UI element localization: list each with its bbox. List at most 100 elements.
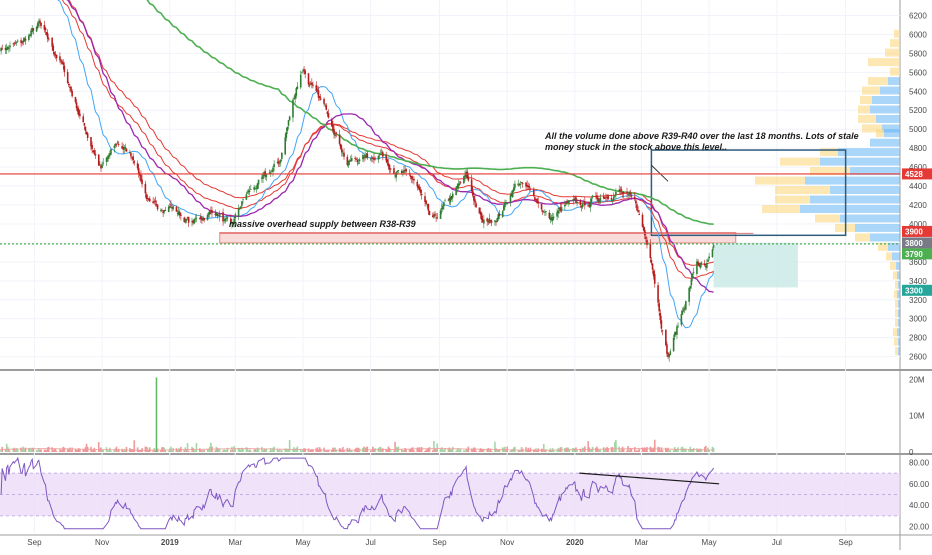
- volume-bar: [590, 449, 593, 452]
- volume-bar: [676, 449, 678, 452]
- candle-body: [178, 212, 181, 216]
- candle-body: [385, 154, 387, 161]
- volume-bar: [604, 449, 606, 452]
- volume-bar: [658, 447, 660, 452]
- vp-bar: [830, 186, 900, 195]
- candle-body: [60, 59, 62, 62]
- candle-body: [79, 113, 81, 117]
- candle-body: [48, 38, 50, 40]
- annotation-volume-line1: All the volume done above R39-R40 over t…: [544, 131, 859, 141]
- volume-bar: [402, 450, 404, 452]
- price-tag-label: 4528: [905, 170, 923, 179]
- candle-body: [481, 219, 484, 223]
- volume-bar: [178, 448, 181, 452]
- candle-body: [651, 263, 654, 270]
- vp-bar: [885, 48, 900, 57]
- candle-body: [131, 157, 133, 159]
- candle-body: [116, 142, 119, 144]
- candle-body: [550, 217, 553, 220]
- volume-bar: [354, 449, 356, 452]
- volume-bar: [653, 439, 656, 452]
- candle-body: [362, 155, 364, 160]
- volume-bar: [44, 449, 47, 452]
- candle-body: [335, 132, 338, 134]
- volume-bar: [20, 447, 22, 452]
- vp-bar: [882, 124, 900, 133]
- horizontal-lines: [0, 173, 900, 245]
- volume-bar: [598, 449, 601, 452]
- candle-body: [514, 183, 516, 188]
- vp-bar: [858, 114, 876, 123]
- candle-body: [316, 90, 319, 92]
- vp-bar: [897, 290, 900, 299]
- vp-bar: [762, 205, 800, 213]
- volume-bar: [380, 448, 383, 452]
- y-tick-label: 5800: [909, 49, 927, 58]
- volume-bar: [317, 449, 320, 452]
- price-tag: [902, 168, 932, 180]
- candle-body: [498, 213, 501, 217]
- candle-body: [211, 209, 213, 214]
- price-tag: [902, 248, 932, 260]
- candle-body: [708, 256, 710, 259]
- volume-bar: [226, 447, 229, 452]
- candle-body: [474, 199, 476, 203]
- candle-body: [402, 171, 404, 173]
- vp-bar: [895, 318, 898, 327]
- volume-bar: [137, 449, 140, 452]
- volume-bar: [382, 448, 384, 452]
- candle-body: [324, 103, 326, 105]
- candle-body: [535, 199, 537, 201]
- vp-bar: [862, 124, 882, 133]
- volume-bar: [363, 446, 365, 452]
- candle-body: [565, 202, 567, 205]
- candle-body: [285, 131, 288, 138]
- vp-bar: [895, 309, 898, 318]
- candle-body: [549, 216, 552, 220]
- candle-body: [350, 158, 353, 161]
- volume-bar: [605, 448, 607, 452]
- candle-body: [595, 195, 597, 197]
- candle-body: [566, 200, 568, 204]
- volume-bar: [372, 446, 374, 452]
- candle-body: [23, 38, 26, 42]
- candle-body: [217, 215, 220, 217]
- vp-bar: [870, 233, 900, 242]
- vp-bar: [890, 39, 900, 48]
- candle-body: [9, 45, 11, 48]
- volume-bar: [495, 448, 497, 452]
- volume-bar: [99, 448, 101, 452]
- volume-bar: [133, 440, 136, 452]
- candle-body: [529, 188, 532, 190]
- y-tick-label: 6200: [909, 11, 927, 20]
- candle-body: [156, 204, 159, 210]
- candle-body: [579, 200, 582, 206]
- candle-body: [51, 37, 53, 47]
- vp-bar: [876, 129, 884, 138]
- candle-body: [325, 105, 328, 110]
- candle-body: [483, 219, 485, 224]
- volume-bar: [450, 449, 453, 452]
- candle-body: [299, 74, 302, 88]
- volume-bar: [222, 450, 224, 452]
- vp-bar: [898, 347, 900, 356]
- candle-body: [396, 171, 399, 172]
- candle-body: [382, 152, 384, 157]
- volume-bar: [650, 447, 653, 452]
- candle-body: [308, 84, 311, 87]
- price-tag-label: 3900: [905, 227, 923, 236]
- volume-bar: [550, 450, 553, 452]
- candle-body: [268, 172, 271, 174]
- volume-bar: [489, 448, 492, 452]
- volume-bar: [107, 450, 110, 452]
- candle-body: [44, 27, 47, 31]
- volume-bar: [85, 443, 88, 452]
- candle-body: [584, 201, 586, 206]
- candle-body: [450, 196, 453, 199]
- candle-body: [615, 191, 617, 196]
- candle-body: [240, 206, 242, 208]
- volume-bar: [443, 450, 445, 452]
- candle-body: [347, 160, 350, 166]
